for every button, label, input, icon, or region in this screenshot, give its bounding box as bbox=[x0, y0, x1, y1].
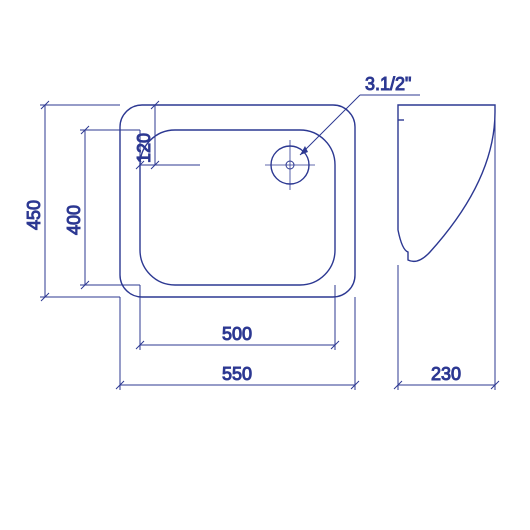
dim-outer-width-label: 550 bbox=[222, 364, 252, 384]
dim-inner-height: 400 bbox=[64, 126, 140, 289]
dim-side-width: 230 bbox=[394, 112, 499, 390]
technical-drawing: 450 400 120 3.1/2" 500 bbox=[0, 0, 530, 530]
dim-outer-height-label: 450 bbox=[24, 200, 44, 230]
dim-outer-height: 450 bbox=[24, 101, 120, 301]
dim-drain-offset: 120 bbox=[134, 101, 200, 170]
side-view bbox=[398, 105, 495, 261]
dim-drain-offset-label: 120 bbox=[134, 133, 154, 163]
dim-inner-width-label: 500 bbox=[222, 324, 252, 344]
dim-drain-size-label: 3.1/2" bbox=[365, 74, 411, 94]
dim-inner-height-label: 400 bbox=[64, 205, 84, 235]
dim-inner-width: 500 bbox=[136, 285, 339, 350]
dim-drain-size: 3.1/2" bbox=[300, 74, 420, 155]
dim-side-width-label: 230 bbox=[431, 364, 461, 384]
